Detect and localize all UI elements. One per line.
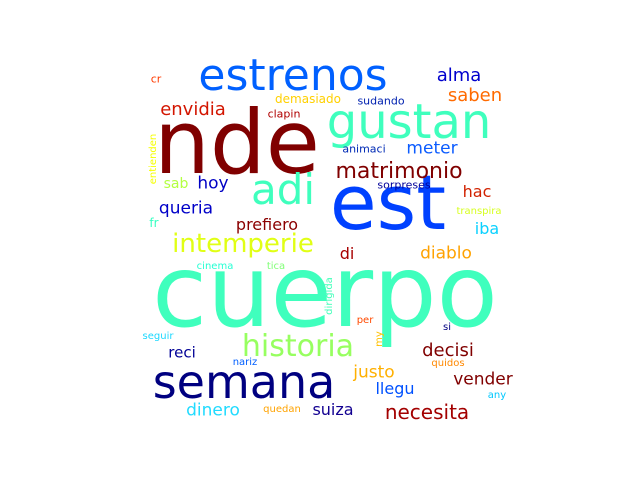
cloud-word: demasiado <box>275 92 341 106</box>
cloud-word: nde <box>154 91 320 194</box>
cloud-word: meter <box>406 138 458 159</box>
cloud-word: envidia <box>160 99 226 120</box>
cloud-word: est <box>329 158 447 247</box>
cloud-word: dirigida <box>324 277 335 315</box>
cloud-word: sorpreses <box>377 178 431 192</box>
cloud-word: quidos <box>431 358 465 369</box>
cloud-word: prefiero <box>235 215 299 234</box>
cloud-word: saben <box>447 85 503 106</box>
cloud-word: per <box>356 315 374 326</box>
cloud-word: llegu <box>375 379 415 398</box>
cloud-word: queria <box>158 198 214 219</box>
cloud-word: dinero <box>186 400 240 421</box>
cloud-word: estrenos <box>198 50 388 101</box>
cloud-word: necesita <box>384 400 470 424</box>
cloud-word: semana <box>152 355 336 409</box>
cloud-word: quedan <box>263 404 301 415</box>
cloud-word: clapin <box>267 107 301 121</box>
cloud-word: vender <box>453 369 513 390</box>
cloud-word: cinema <box>196 261 234 272</box>
cloud-word: reci <box>168 343 196 362</box>
cloud-word: seguir <box>142 331 174 342</box>
cloud-word: diablo <box>420 243 472 264</box>
cloud-word: tica <box>266 261 286 272</box>
cloud-word: cuerpo <box>152 233 498 350</box>
cloud-word: decisi <box>422 340 474 361</box>
cloud-word: any <box>487 390 507 401</box>
cloud-word: nariz <box>232 357 258 368</box>
cloud-word: suiza <box>312 400 354 419</box>
cloud-word: iba <box>474 219 500 238</box>
cloud-word: alma <box>436 65 482 86</box>
cloud-word: transpira <box>456 206 502 217</box>
cloud-word: sudando <box>357 94 405 108</box>
cloud-word: fr <box>149 216 159 230</box>
cloud-word: matrimonio <box>335 159 463 184</box>
cloud-word: justo <box>353 362 395 383</box>
cloud-word: animaci <box>342 142 386 156</box>
cloud-word: si <box>443 322 451 333</box>
cloud-word: hac <box>462 182 492 201</box>
cloud-word: sab <box>163 176 189 192</box>
cloud-word: cr <box>150 72 162 86</box>
cloud-word: historia <box>241 329 355 364</box>
cloud-word: hoy <box>197 173 229 194</box>
cloud-word: gustan <box>326 94 492 150</box>
cloud-word: adi <box>250 165 316 214</box>
cloud-word: di <box>339 244 355 263</box>
cloud-word: intemperie <box>172 229 314 259</box>
cloud-word: entienden <box>148 133 159 185</box>
cloud-word: my <box>374 331 385 347</box>
